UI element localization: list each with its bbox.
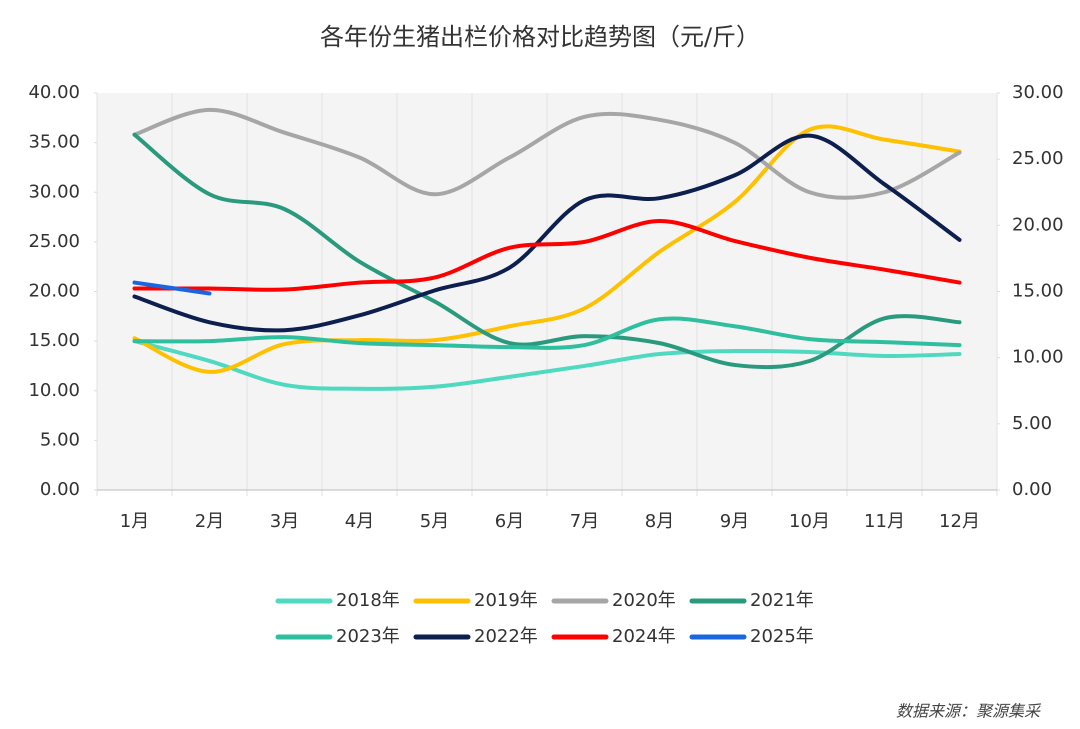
legend-label: 2020年	[612, 590, 676, 611]
y2-tick-label: 30.00	[1012, 82, 1064, 103]
y-tick-label: 40.00	[28, 82, 80, 103]
legend-label: 2019年	[474, 590, 538, 611]
x-tick-label: 2月	[195, 511, 224, 532]
series-line	[132, 124, 962, 374]
x-tick-label: 4月	[345, 511, 374, 532]
legend-label: 2024年	[612, 626, 676, 647]
series-line	[132, 280, 212, 296]
legend-label: 2021年	[750, 590, 814, 611]
y2-tick-label: 10.00	[1012, 347, 1064, 368]
series-line	[132, 219, 962, 292]
series-line	[132, 316, 962, 350]
y-tick-label: 15.00	[28, 330, 80, 351]
y-tick-label: 5.00	[40, 429, 80, 450]
legend-label: 2022年	[474, 626, 538, 647]
y2-tick-label: 15.00	[1012, 281, 1064, 302]
y2-tick-label: 20.00	[1012, 214, 1064, 235]
x-tick-label: 9月	[720, 511, 749, 532]
legend-label: 2018年	[336, 590, 400, 611]
x-tick-label: 11月	[864, 511, 905, 532]
y2-tick-label: 25.00	[1012, 148, 1064, 169]
x-tick-label: 3月	[270, 511, 299, 532]
legend-label: 2025年	[750, 626, 814, 647]
x-tick-label: 6月	[495, 511, 524, 532]
series-line	[132, 107, 962, 200]
series-line	[132, 133, 962, 333]
y2-tick-label: 5.00	[1012, 413, 1052, 434]
y-tick-label: 30.00	[28, 181, 80, 202]
x-tick-label: 12月	[939, 511, 980, 532]
chart-title: 各年份生猪出栏价格对比趋势图（元/斤）	[320, 23, 760, 51]
source: 数据来源：聚源集采	[896, 702, 1042, 721]
y-tick-label: 10.00	[28, 380, 80, 401]
y-tick-label: 20.00	[28, 281, 80, 302]
y2-tick-label: 0.00	[1012, 479, 1052, 500]
series-line	[132, 339, 962, 391]
x-tick-label: 7月	[570, 511, 599, 532]
y-tick-label: 0.00	[40, 479, 80, 500]
x-tick-label: 10月	[789, 511, 830, 532]
x-tick-label: 5月	[420, 511, 449, 532]
series-line	[132, 132, 962, 370]
x-tick-label: 1月	[120, 511, 149, 532]
x-tick-label: 8月	[645, 511, 674, 532]
y-tick-label: 25.00	[28, 231, 80, 252]
legend-label: 2023年	[336, 626, 400, 647]
y-tick-label: 35.00	[28, 132, 80, 153]
